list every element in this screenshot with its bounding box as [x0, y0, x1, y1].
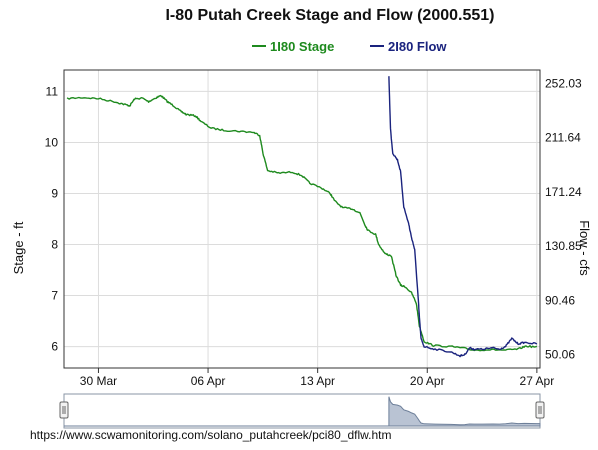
y-right-tick-label: 171.24 [545, 185, 582, 199]
series-layer [66, 76, 538, 358]
legend-item-stage[interactable]: 1I80 Stage [270, 39, 334, 54]
x-tick-label: 30 Mar [80, 374, 117, 388]
y-left-tick-label: 10 [45, 135, 59, 149]
y-right-tick-label: 252.03 [545, 76, 582, 90]
navigator-track [63, 393, 541, 429]
x-tick-label: 20 Apr [410, 374, 445, 388]
y-left-tick-label: 6 [51, 340, 58, 354]
x-tick-label: 27 Apr [520, 374, 555, 388]
source-url: https://www.scwamonitoring.com/solano_pu… [30, 428, 392, 442]
stage-series-line [66, 94, 538, 352]
y-left-tick-label: 8 [51, 238, 58, 252]
tick-labels: 6 7 8 9 10 11 50.06 90.46 130.85 171.24 211.64 252.… [45, 76, 582, 388]
grid [64, 70, 540, 373]
y-right-axis-label: Flow - cfs [577, 220, 592, 276]
plot-frame [63, 69, 541, 369]
y-left-tick-label: 9 [51, 186, 58, 200]
chart-title: I-80 Putah Creek Stage and Flow (2000.55… [165, 7, 494, 24]
y-left-tick-label: 11 [46, 84, 59, 98]
y-right-tick-label: 50.06 [545, 347, 575, 361]
y-right-tick-label: 130.85 [545, 239, 582, 253]
navigator-series-area [64, 396, 541, 427]
y-left-axis-label: Stage - ft [11, 221, 26, 274]
y-left-tick-label: 7 [51, 289, 58, 303]
y-right-tick-label: 211.64 [545, 131, 581, 145]
y-right-tick-label: 90.46 [545, 293, 575, 307]
x-tick-label: 13 Apr [300, 374, 335, 388]
range-navigator[interactable] [59, 393, 545, 429]
navigator-handle-left[interactable] [59, 401, 69, 419]
x-tick-label: 06 Apr [191, 374, 226, 388]
flow-series-line [388, 76, 538, 358]
legend-item-flow[interactable]: 2I80 Flow [388, 39, 447, 54]
navigator-handle-right[interactable] [535, 401, 545, 419]
legend: 1I80 Stage 2I80 Flow [252, 39, 447, 54]
